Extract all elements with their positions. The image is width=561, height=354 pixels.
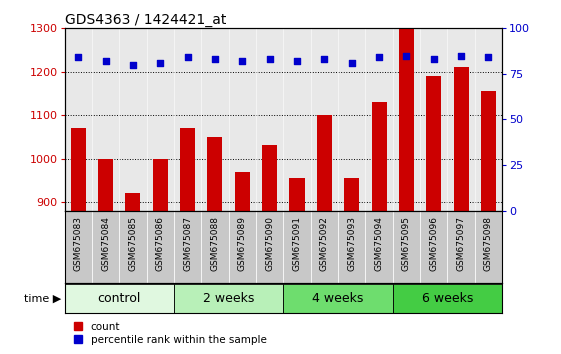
- Text: GSM675085: GSM675085: [128, 216, 137, 272]
- FancyBboxPatch shape: [65, 211, 92, 283]
- Text: GSM675094: GSM675094: [375, 216, 384, 271]
- FancyBboxPatch shape: [146, 211, 174, 283]
- Point: [265, 57, 274, 62]
- Text: GSM675092: GSM675092: [320, 216, 329, 271]
- FancyBboxPatch shape: [475, 211, 502, 283]
- FancyBboxPatch shape: [448, 211, 475, 283]
- Point: [101, 58, 110, 64]
- Text: control: control: [98, 292, 141, 305]
- Text: GSM675090: GSM675090: [265, 216, 274, 272]
- FancyBboxPatch shape: [92, 211, 119, 283]
- Text: time ▶: time ▶: [25, 293, 62, 303]
- Bar: [399, 28, 414, 211]
- Text: GSM675093: GSM675093: [347, 216, 356, 272]
- Point: [347, 60, 356, 66]
- Text: 2 weeks: 2 weeks: [203, 292, 254, 305]
- Bar: [262, 145, 277, 211]
- FancyBboxPatch shape: [283, 211, 311, 283]
- Point: [402, 53, 411, 58]
- Text: GSM675098: GSM675098: [484, 216, 493, 272]
- Bar: [317, 115, 332, 211]
- FancyBboxPatch shape: [65, 284, 174, 313]
- Text: GSM675083: GSM675083: [73, 216, 82, 272]
- Point: [210, 57, 219, 62]
- FancyBboxPatch shape: [338, 211, 365, 283]
- Text: 4 weeks: 4 weeks: [312, 292, 364, 305]
- FancyBboxPatch shape: [365, 211, 393, 283]
- Legend: count, percentile rank within the sample: count, percentile rank within the sample: [70, 317, 270, 349]
- Point: [375, 55, 384, 60]
- Bar: [426, 76, 442, 211]
- Bar: [180, 128, 195, 211]
- Text: GSM675086: GSM675086: [156, 216, 165, 272]
- FancyBboxPatch shape: [393, 284, 502, 313]
- Point: [73, 55, 82, 60]
- FancyBboxPatch shape: [283, 284, 393, 313]
- FancyBboxPatch shape: [256, 211, 283, 283]
- Bar: [208, 137, 223, 211]
- Point: [292, 58, 301, 64]
- Text: GSM675088: GSM675088: [210, 216, 219, 272]
- Text: GSM675096: GSM675096: [429, 216, 438, 272]
- Bar: [344, 178, 359, 211]
- FancyBboxPatch shape: [174, 211, 201, 283]
- Point: [238, 58, 247, 64]
- Bar: [71, 128, 86, 211]
- Bar: [481, 91, 496, 211]
- Bar: [453, 67, 468, 211]
- Text: GSM675089: GSM675089: [238, 216, 247, 272]
- Bar: [289, 178, 305, 211]
- FancyBboxPatch shape: [201, 211, 229, 283]
- Bar: [153, 159, 168, 211]
- Bar: [125, 193, 140, 211]
- Text: GSM675091: GSM675091: [292, 216, 301, 272]
- Point: [484, 55, 493, 60]
- Point: [429, 57, 438, 62]
- Bar: [371, 102, 387, 211]
- Text: GSM675084: GSM675084: [101, 216, 110, 271]
- Bar: [234, 172, 250, 211]
- Text: GDS4363 / 1424421_at: GDS4363 / 1424421_at: [65, 13, 226, 27]
- Point: [457, 53, 466, 58]
- FancyBboxPatch shape: [420, 211, 448, 283]
- FancyBboxPatch shape: [229, 211, 256, 283]
- Text: GSM675097: GSM675097: [457, 216, 466, 272]
- FancyBboxPatch shape: [174, 284, 283, 313]
- Point: [320, 57, 329, 62]
- FancyBboxPatch shape: [393, 211, 420, 283]
- FancyBboxPatch shape: [311, 211, 338, 283]
- Point: [183, 55, 192, 60]
- Text: GSM675095: GSM675095: [402, 216, 411, 272]
- Text: 6 weeks: 6 weeks: [422, 292, 473, 305]
- Point: [156, 60, 165, 66]
- Text: GSM675087: GSM675087: [183, 216, 192, 272]
- Bar: [98, 159, 113, 211]
- FancyBboxPatch shape: [119, 211, 146, 283]
- Point: [128, 62, 137, 68]
